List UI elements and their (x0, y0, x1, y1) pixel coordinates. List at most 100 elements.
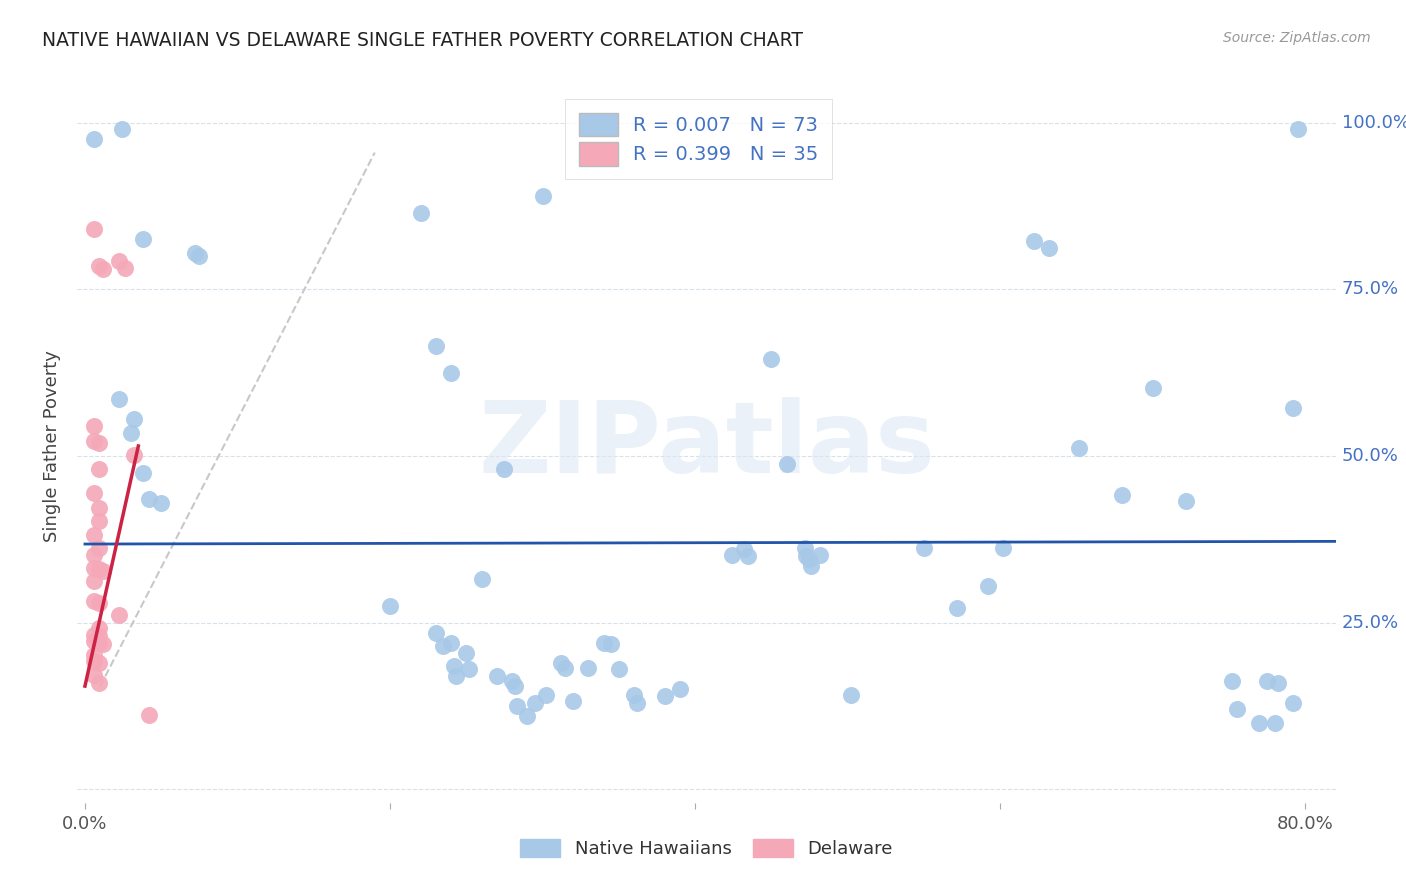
Point (531, 189, 554, 203)
Text: 100.0%: 100.0% (1341, 113, 1406, 131)
Point (83, 434, 105, 449)
Point (737, 549, 759, 563)
Point (1282, 401, 1305, 415)
Point (793, 541, 815, 555)
Point (83, 667, 105, 681)
Point (83, 485, 105, 500)
Point (83, 654, 105, 668)
Point (107, 392, 129, 407)
Point (132, 466, 155, 480)
Point (800, 559, 823, 574)
Point (444, 669, 467, 683)
Point (138, 707, 160, 722)
Point (378, 599, 401, 613)
Point (1225, 702, 1247, 716)
Point (1267, 675, 1289, 690)
Point (87, 621, 110, 635)
Point (1282, 696, 1305, 710)
Point (562, 694, 585, 708)
Point (91, 564, 114, 578)
Point (138, 492, 160, 507)
Point (91, 637, 114, 651)
Text: Source: ZipAtlas.com: Source: ZipAtlas.com (1223, 31, 1371, 45)
Point (122, 412, 145, 426)
Text: 50.0%: 50.0% (1341, 447, 1399, 465)
Point (839, 688, 862, 702)
Point (107, 607, 129, 622)
Point (1069, 441, 1091, 455)
Point (1175, 494, 1198, 508)
Point (796, 549, 818, 563)
Point (132, 232, 155, 246)
Point (501, 674, 523, 689)
Point (107, 254, 129, 268)
Point (188, 249, 211, 263)
Text: 75.0%: 75.0% (1341, 280, 1399, 298)
Point (87, 675, 110, 690)
Text: NATIVE HAWAIIAN VS DELAWARE SINGLE FATHER POVERTY CORRELATION CHART: NATIVE HAWAIIAN VS DELAWARE SINGLE FATHE… (42, 31, 803, 50)
Point (443, 659, 465, 673)
Point (83, 419, 105, 434)
Point (550, 656, 572, 670)
Point (83, 594, 105, 608)
Point (425, 339, 447, 353)
Point (503, 679, 526, 693)
Point (83, 222, 105, 236)
Point (600, 637, 623, 651)
Point (122, 448, 145, 462)
Point (87, 259, 110, 273)
Point (83, 634, 105, 648)
Point (87, 514, 110, 528)
Point (1286, 122, 1309, 136)
Point (83, 574, 105, 589)
Point (1220, 674, 1243, 689)
Point (761, 352, 783, 367)
Point (120, 425, 142, 440)
Point (1022, 234, 1045, 248)
Text: ZIPatlas: ZIPatlas (478, 398, 935, 494)
Point (1256, 674, 1278, 689)
Point (576, 661, 599, 675)
Point (110, 122, 132, 136)
Legend: Native Hawaiians, Delaware: Native Hawaiians, Delaware (513, 831, 900, 865)
Point (87, 462, 110, 476)
Point (946, 601, 969, 615)
Point (534, 688, 557, 702)
Point (720, 548, 742, 562)
Point (150, 496, 173, 510)
Point (1249, 715, 1271, 730)
Point (409, 205, 432, 219)
Point (87, 656, 110, 670)
Point (1038, 241, 1060, 255)
Point (425, 625, 447, 640)
Point (87, 636, 110, 650)
Point (83, 648, 105, 662)
Point (592, 636, 614, 650)
Point (485, 669, 508, 683)
Y-axis label: Single Father Poverty: Single Father Poverty (44, 350, 62, 542)
Point (83, 628, 105, 642)
Point (1142, 381, 1164, 395)
Point (977, 579, 1000, 593)
Point (799, 552, 821, 566)
Point (733, 542, 755, 557)
Point (83, 561, 105, 575)
Point (87, 562, 110, 576)
Point (87, 501, 110, 516)
Point (87, 541, 110, 555)
Point (83, 548, 105, 562)
Point (432, 639, 454, 653)
Point (184, 245, 207, 260)
Text: 25.0%: 25.0% (1341, 614, 1399, 632)
Point (1111, 488, 1133, 502)
Point (607, 662, 630, 676)
Point (993, 541, 1015, 555)
Point (470, 573, 492, 587)
Point (912, 541, 935, 555)
Point (808, 548, 831, 562)
Point (623, 688, 645, 702)
Point (83, 527, 105, 541)
Point (114, 260, 136, 275)
Point (83, 132, 105, 146)
Point (523, 696, 546, 710)
